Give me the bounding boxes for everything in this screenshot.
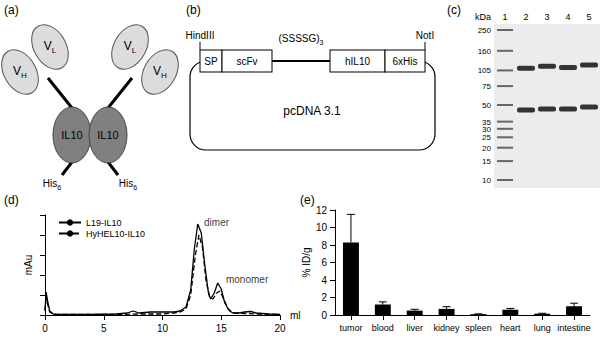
- svg-text:75: 75: [482, 82, 491, 91]
- svg-text:HyHEL10-IL10: HyHEL10-IL10: [86, 229, 145, 239]
- svg-text:pcDNA 3.1: pcDNA 3.1: [283, 104, 341, 118]
- svg-text:% ID/g: % ID/g: [301, 247, 312, 277]
- svg-text:15: 15: [216, 323, 228, 334]
- svg-text:25: 25: [482, 133, 491, 142]
- svg-text:(c): (c): [447, 3, 461, 17]
- svg-text:4: 4: [321, 275, 327, 286]
- svg-text:(SSSSG)3: (SSSSG)3: [278, 33, 323, 46]
- svg-text:10: 10: [482, 176, 491, 185]
- svg-text:kidney: kidney: [434, 323, 461, 333]
- svg-text:IL10: IL10: [97, 129, 118, 141]
- svg-text:30: 30: [482, 125, 491, 134]
- svg-text:2: 2: [321, 292, 327, 303]
- svg-text:(a): (a): [4, 3, 19, 17]
- svg-text:1: 1: [502, 12, 507, 22]
- svg-text:0: 0: [42, 323, 48, 334]
- svg-text:(d): (d): [4, 193, 19, 207]
- svg-text:hIL10: hIL10: [345, 56, 370, 67]
- svg-text:monomer: monomer: [226, 274, 269, 285]
- svg-text:VH: VH: [13, 64, 27, 80]
- svg-text:20: 20: [274, 323, 286, 334]
- svg-text:15: 15: [482, 157, 491, 166]
- svg-text:dimer: dimer: [204, 217, 230, 228]
- svg-text:His6: His6: [43, 178, 61, 191]
- svg-text:5: 5: [101, 323, 107, 334]
- svg-text:heart: heart: [500, 323, 521, 333]
- svg-text:blood: blood: [372, 323, 394, 333]
- svg-text:35: 35: [482, 118, 491, 127]
- svg-text:50: 50: [482, 101, 491, 110]
- svg-text:spleen: spleen: [465, 323, 492, 333]
- svg-text:4: 4: [565, 12, 570, 22]
- svg-text:5: 5: [586, 12, 591, 22]
- svg-text:(b): (b): [186, 3, 201, 17]
- svg-text:6: 6: [321, 257, 327, 268]
- svg-text:2: 2: [523, 12, 528, 22]
- svg-text:L19-IL10: L19-IL10: [86, 218, 122, 228]
- svg-text:(e): (e): [300, 193, 315, 207]
- svg-text:VL: VL: [124, 39, 137, 55]
- svg-text:His6: His6: [119, 178, 137, 191]
- svg-text:IL10: IL10: [61, 129, 82, 141]
- svg-text:lung: lung: [534, 323, 551, 333]
- svg-text:scFv: scFv: [236, 56, 257, 67]
- svg-text:mAu: mAu: [23, 255, 34, 276]
- svg-text:VL: VL: [44, 39, 57, 55]
- svg-text:10: 10: [157, 323, 169, 334]
- svg-text:0: 0: [321, 310, 327, 321]
- svg-text:intestine: intestine: [557, 323, 591, 333]
- svg-text:105: 105: [478, 66, 492, 75]
- svg-text:3: 3: [544, 12, 549, 22]
- svg-text:NotI: NotI: [416, 30, 434, 41]
- svg-text:20: 20: [482, 144, 491, 153]
- svg-text:ml: ml: [290, 310, 301, 321]
- svg-text:liver: liver: [406, 323, 423, 333]
- svg-text:tumor: tumor: [339, 323, 362, 333]
- svg-text:10: 10: [316, 222, 328, 233]
- svg-text:160: 160: [478, 47, 492, 56]
- svg-text:250: 250: [478, 26, 492, 35]
- svg-text:8: 8: [321, 240, 327, 251]
- svg-text:HindIII: HindIII: [186, 30, 215, 41]
- svg-text:6xHis: 6xHis: [392, 56, 417, 67]
- svg-text:SP: SP: [204, 56, 218, 67]
- svg-text:12: 12: [316, 205, 328, 216]
- svg-text:kDa: kDa: [475, 12, 491, 22]
- svg-text:VH: VH: [153, 64, 167, 80]
